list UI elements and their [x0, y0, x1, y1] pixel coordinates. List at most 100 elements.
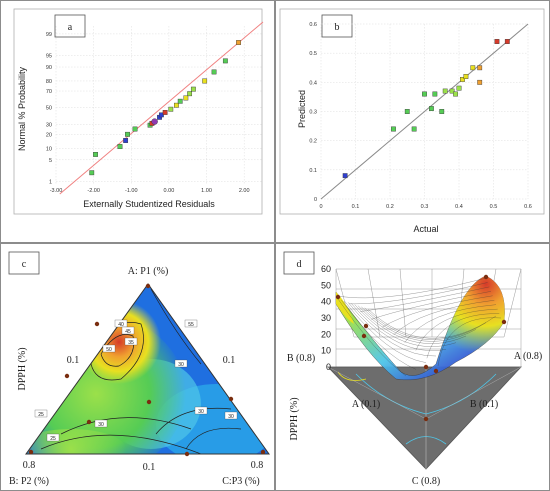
data-point-b-16 — [477, 79, 483, 85]
data-point-b-3 — [411, 126, 417, 132]
contour-label-box — [224, 411, 238, 420]
chart-b: b 0 0.1 0.2 0.3 0.4 0.5 0.6 0 0.1 0.2 0.3 0.4 0.5 0.6… — [279, 8, 545, 234]
contour-label: 30 — [198, 409, 204, 415]
design-point-c-8 — [260, 449, 266, 455]
data-point-a-0 — [89, 170, 95, 176]
contour-label: 35 — [128, 340, 134, 346]
data-point-b-7 — [439, 109, 445, 114]
y-tick-a-7: 80 — [46, 79, 52, 85]
panel-a: a -3.00 -2.00 -1.00 0.00 1.00 2.00 1 5 10 20 30 50 7… — [0, 0, 275, 243]
design-point-c-1 — [94, 321, 100, 327]
x-tick-a-2: -1.00 — [125, 188, 138, 194]
contour-label-box — [184, 319, 198, 328]
surface-label-a-low: A (0.1) — [352, 399, 380, 410]
data-point-a-4 — [125, 131, 130, 137]
data-point-a-5 — [132, 126, 138, 132]
data-point-b-11 — [456, 85, 462, 91]
design-point-d-5 — [423, 364, 429, 370]
ternary-edge-bottom: 0.1 — [143, 462, 156, 473]
data-point-b-4 — [422, 91, 427, 97]
x-tick-a-5: 2.00 — [239, 188, 250, 194]
panel-label-c: c — [22, 259, 27, 270]
data-point-b-9 — [449, 88, 455, 94]
surface-label-a-top: A (0.8) — [514, 351, 542, 362]
ternary-edge-right: 0.1 — [223, 355, 236, 366]
contour-label: 25 — [50, 436, 56, 442]
contour-label-box — [34, 409, 48, 418]
design-point-d-4 — [423, 416, 429, 422]
design-point-c-6 — [184, 451, 190, 457]
contour-label-box — [194, 406, 208, 415]
data-point-b-6 — [432, 91, 438, 97]
x-tick-b-5: 0.5 — [490, 204, 498, 210]
data-point-b-15 — [477, 65, 483, 71]
design-point-c-0 — [145, 283, 151, 289]
data-point-a-8 — [151, 118, 158, 125]
ternary-corner-right-value: 0.8 — [251, 460, 264, 471]
y-tick-b-4: 0.4 — [309, 80, 317, 86]
design-point-c-4 — [228, 396, 234, 402]
data-point-a-21 — [236, 40, 241, 45]
data-point-a-13 — [174, 102, 179, 108]
x-tick-b-6: 0.6 — [524, 204, 532, 210]
chart-a: a -3.00 -2.00 -1.00 0.00 1.00 2.00 1 5 10 20 30 50 7… — [13, 8, 264, 215]
x-tick-b-0: 0 — [319, 204, 322, 210]
surface-label-b-low: B (0.1) — [470, 399, 498, 410]
axis-label-x-a: Externally Studentized Residuals — [83, 199, 215, 209]
contour-label: 30 — [228, 414, 234, 420]
reference-line-a — [59, 21, 264, 195]
surface-response-label: DPPH (%) — [289, 397, 300, 440]
data-point-a-14 — [177, 98, 183, 104]
y-tick-a-0: 1 — [49, 179, 52, 185]
design-point-d-2 — [361, 333, 367, 339]
y-tick-a-8: 90 — [46, 65, 52, 71]
data-point-a-11 — [162, 110, 168, 115]
ternary-apex-label: A: P1 (%) — [128, 266, 169, 277]
y-tick-b-5: 0.5 — [309, 51, 317, 57]
panel-label-b: b — [335, 22, 340, 33]
ternary-corner-left-value: 0.8 — [23, 460, 36, 471]
z-tick-d-2: 20 — [321, 329, 331, 339]
panel-b: b 0 0.1 0.2 0.3 0.4 0.5 0.6 0 0.1 0.2 0.3 0.4 0.5 0.6… — [275, 0, 550, 243]
contour-label-box — [46, 433, 60, 442]
data-point-a-17 — [190, 86, 196, 92]
panel-c: c 25 25 30 30 30 30 35 40 45 50 55 A: P1 (%) 0.1 0… — [0, 243, 275, 491]
z-tick-d-1: 10 — [321, 346, 331, 356]
design-point-d-1 — [363, 323, 369, 329]
data-point-b-5 — [428, 106, 434, 111]
x-tick-b-3: 0.3 — [421, 204, 429, 210]
data-point-b-18 — [504, 39, 510, 44]
data-point-b-14 — [470, 65, 476, 71]
x-tick-a-3: 0.00 — [164, 188, 175, 194]
contour-label: 45 — [125, 329, 131, 335]
y-tick-b-1: 0.1 — [309, 168, 317, 174]
x-tick-b-2: 0.2 — [386, 204, 394, 210]
x-tick-b-4: 0.4 — [455, 204, 463, 210]
y-tick-b-3: 0.3 — [309, 110, 317, 116]
contour-label-box — [114, 319, 128, 328]
surface-label-c: C (0.8) — [412, 476, 440, 487]
data-point-a-12 — [168, 106, 174, 112]
x-tick-b-1: 0.1 — [352, 204, 360, 210]
data-point-b-1 — [391, 126, 396, 132]
y-tick-a-9: 95 — [46, 54, 52, 60]
design-point-c-3 — [146, 399, 152, 405]
contour-label: 25 — [38, 412, 44, 418]
y-tick-b-6: 0.6 — [309, 22, 317, 28]
y-tick-a-1: 5 — [49, 158, 52, 164]
data-point-a-20 — [222, 58, 228, 64]
z-tick-d-3: 30 — [321, 313, 331, 323]
axis-label-x-b: Actual — [413, 224, 438, 234]
z-tick-d-6: 60 — [321, 264, 331, 274]
data-point-b-0 — [342, 173, 348, 179]
design-point-c-7 — [28, 449, 34, 455]
contour-label: 30 — [98, 422, 104, 428]
contour-label-box — [94, 419, 108, 428]
data-point-a-1 — [93, 152, 98, 157]
response-surface — [335, 275, 505, 381]
design-point-d-3 — [433, 368, 439, 374]
y-tick-a-10: 99 — [46, 32, 52, 38]
surface-label-b: B (0.8) — [287, 353, 315, 364]
contour-label: 55 — [188, 322, 194, 328]
